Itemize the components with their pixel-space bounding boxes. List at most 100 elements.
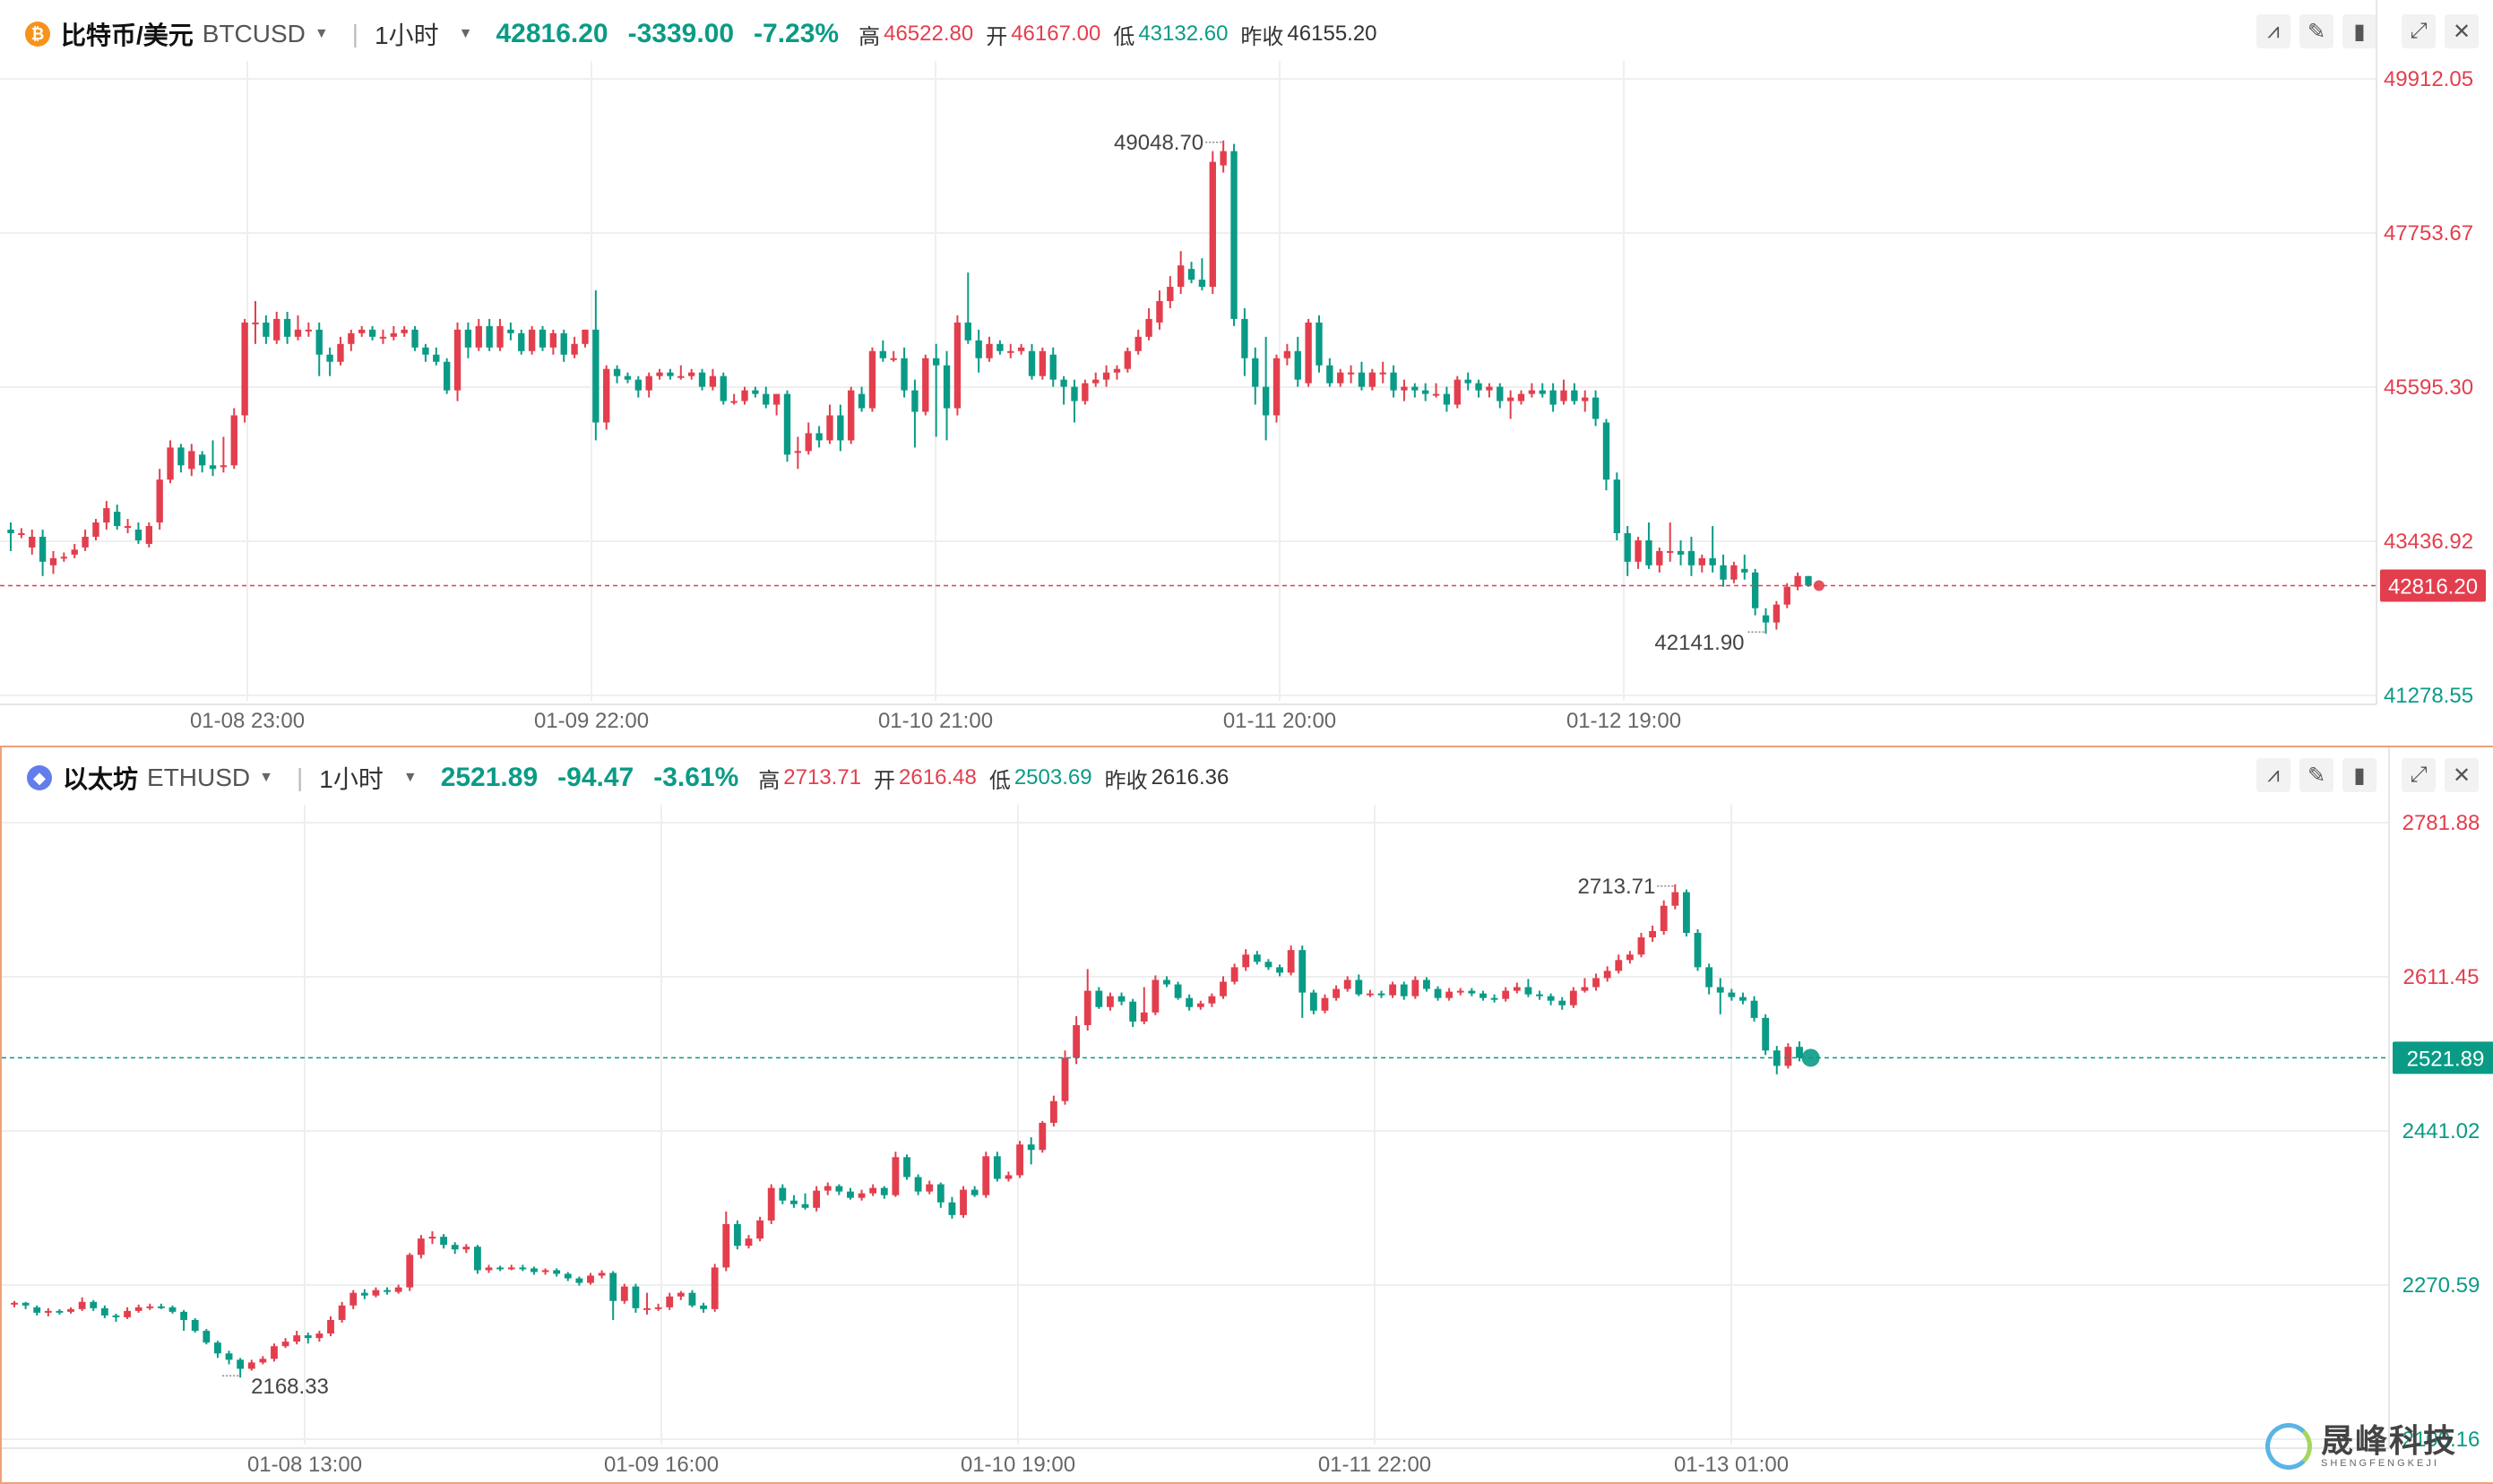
period-dropdown-icon[interactable]: ▼: [458, 26, 473, 41]
candle-body: [422, 347, 429, 355]
x-tick-label: 01-10 19:00: [961, 1453, 1075, 1477]
candle-body: [1411, 979, 1419, 997]
last-price-label: 2521.89: [2407, 1047, 2485, 1071]
candle-body: [71, 549, 78, 555]
candle-body: [486, 325, 493, 348]
candle-body: [464, 329, 472, 348]
candle-body: [1134, 336, 1142, 351]
candle-body: [1347, 372, 1355, 375]
candle-body: [553, 1270, 561, 1274]
candle-body: [1209, 161, 1216, 288]
candle-body: [914, 1177, 922, 1192]
last-price-label: 42816.20: [2388, 574, 2478, 599]
candle-body: [191, 1319, 199, 1332]
candle-body: [1389, 984, 1397, 996]
line-chart-icon[interactable]: ⩘: [2256, 14, 2290, 48]
candle-body: [779, 1187, 787, 1201]
candle-body: [711, 1267, 719, 1309]
candle-body: [1196, 1003, 1204, 1007]
candle-body: [507, 329, 514, 333]
close-icon[interactable]: ✕: [2445, 14, 2479, 48]
high-label: 高: [858, 24, 881, 49]
candle-body: [293, 1335, 301, 1342]
candle-body: [1649, 930, 1657, 938]
candle-body: [528, 329, 536, 351]
candle-body: [603, 368, 610, 423]
candle-body: [564, 1273, 572, 1279]
candle-body: [112, 1315, 120, 1317]
candle-body: [1805, 575, 1812, 586]
btc-name[interactable]: 比特币/美元: [61, 22, 194, 49]
candle-body: [936, 1184, 945, 1203]
fullscreen-icon[interactable]: ⤢: [2402, 14, 2436, 48]
max-marker-label: 2713.71: [1578, 875, 1656, 899]
btc-candlestick-chart[interactable]: 49912.05 47753.67 45595.30 43436.92 41278.55…: [0, 0, 2493, 746]
candle-body: [733, 1223, 741, 1247]
candle-body: [433, 354, 440, 362]
last-price-tag: [2393, 1041, 2493, 1074]
symbol-dropdown-icon[interactable]: ▼: [314, 26, 329, 41]
btc-period[interactable]: 1小时: [375, 22, 439, 49]
candle-body: [1443, 393, 1451, 405]
candle-body: [49, 557, 57, 565]
y-tick-label: 2270.59: [2402, 1273, 2480, 1298]
candle-body: [327, 1319, 334, 1334]
prev-close-label: 昨收: [1104, 768, 1148, 793]
candle-body: [835, 1186, 843, 1192]
symbol-dropdown-icon[interactable]: ▼: [259, 770, 273, 785]
candle-body: [241, 322, 248, 416]
last-price-dot: [1813, 580, 1824, 591]
candle-body: [592, 329, 600, 423]
close-icon[interactable]: ✕: [2445, 758, 2479, 792]
eth-period[interactable]: 1小时: [319, 765, 384, 793]
candle-body: [982, 1156, 990, 1195]
candle-body: [220, 465, 228, 468]
eth-candlestick-chart[interactable]: 2781.88 2611.45 2441.02 2270.59 2100.16 01-08…: [2, 747, 2493, 1484]
candle-body: [1355, 979, 1363, 995]
candle-body: [1252, 358, 1259, 387]
candle-body: [666, 1296, 674, 1307]
candle-body: [1445, 991, 1454, 998]
candle-body: [1645, 539, 1652, 565]
candle-type-icon[interactable]: ▮: [2342, 14, 2377, 48]
period-dropdown-icon[interactable]: ▼: [402, 770, 418, 785]
candle-body: [1316, 322, 1323, 366]
candle-body: [1198, 280, 1206, 288]
draw-icon[interactable]: ✎: [2299, 14, 2333, 48]
candle-body: [1241, 318, 1248, 358]
draw-icon[interactable]: ✎: [2299, 758, 2333, 792]
min-marker-label: 42141.90: [1654, 631, 1744, 655]
y-tick-label: 45595.30: [2384, 375, 2473, 400]
candle-body: [22, 1302, 30, 1306]
eth-name[interactable]: 以太坊: [63, 765, 139, 793]
candle-body: [281, 1342, 289, 1347]
candle-body: [338, 1305, 346, 1320]
candle-body: [1186, 997, 1194, 1007]
btc-symbol[interactable]: BTCUSD: [202, 20, 306, 47]
watermark-logo-icon: [2264, 1423, 2312, 1470]
candle-type-icon[interactable]: ▮: [2342, 758, 2377, 792]
candle-body: [794, 451, 802, 453]
candle-body: [1624, 532, 1631, 562]
eth-low: 2503.69: [1014, 765, 1092, 789]
candle-body: [1367, 993, 1374, 996]
candle-body: [1762, 615, 1770, 623]
candle-body: [134, 1307, 142, 1311]
candle-body: [677, 375, 685, 378]
candle-body: [539, 329, 547, 348]
candle-body: [1177, 265, 1185, 288]
candle-body: [1082, 383, 1089, 401]
candle-body: [1773, 604, 1781, 623]
last-price-tag: [2380, 569, 2486, 602]
candle-body: [813, 1190, 821, 1208]
candle-body: [1728, 992, 1736, 997]
candle-body: [315, 329, 323, 355]
candle-body: [1571, 390, 1578, 401]
candle-body: [1253, 954, 1261, 962]
line-chart-icon[interactable]: ⩘: [2256, 758, 2290, 792]
fullscreen-icon[interactable]: ⤢: [2402, 758, 2436, 792]
candle-body: [890, 358, 897, 360]
eth-symbol[interactable]: ETHUSD: [147, 764, 251, 791]
eth-high: 2713.71: [783, 765, 862, 789]
max-marker-label: 49048.70: [1114, 131, 1203, 155]
